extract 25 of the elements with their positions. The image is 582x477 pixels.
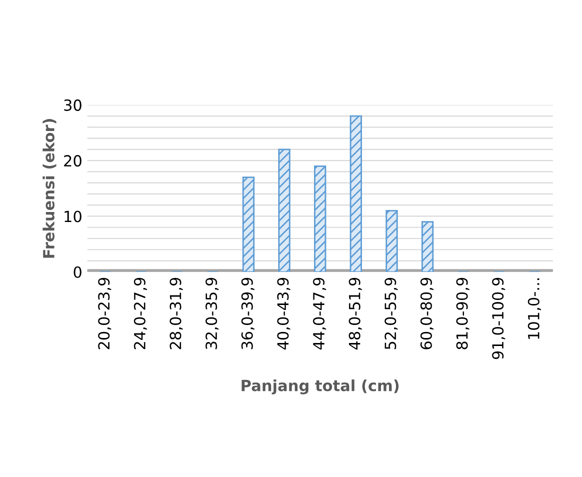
x-tick-label: 36,0-39,9 — [241, 278, 254, 350]
y-tick-label: 10 — [64, 210, 82, 222]
x-tick-label: 91,0-100,9 — [492, 278, 506, 360]
x-tick-label: 28,0-31,9 — [170, 278, 183, 350]
y-axis-title: Frekuensi (ekor) — [42, 119, 56, 258]
bar — [314, 165, 326, 272]
bar — [421, 221, 434, 272]
bar — [278, 148, 290, 272]
bar — [242, 176, 255, 272]
y-tick-label: 0 — [74, 266, 82, 278]
x-tick-label: 20,0-23,9 — [98, 278, 112, 350]
x-tick-label: 60,0-80,9 — [420, 278, 434, 350]
x-axis-title: Panjang total (cm) — [242, 379, 399, 394]
x-tick-label: 32,0-35,9 — [206, 278, 219, 350]
x-tick-label: 40,0-43,9 — [277, 278, 290, 350]
bar — [386, 210, 398, 272]
x-tick-label: 24,0-27,9 — [134, 278, 148, 350]
x-tick-label: 52,0-55,9 — [384, 278, 398, 350]
y-tick-label: 30 — [64, 99, 82, 111]
x-tick-label: 101,0-... — [528, 278, 541, 339]
x-tick-label: 44,0-47,9 — [312, 278, 326, 350]
x-tick-label: 81,0-90,9 — [456, 278, 470, 350]
y-tick-label: 20 — [64, 155, 82, 167]
bar — [350, 115, 362, 272]
x-tick-label: 48,0-51,9 — [348, 278, 362, 350]
